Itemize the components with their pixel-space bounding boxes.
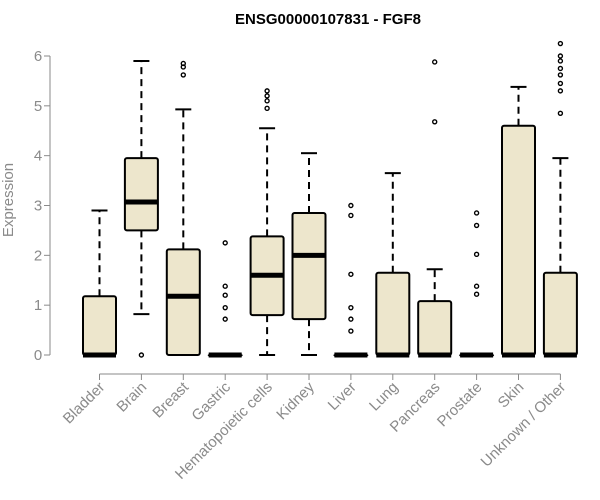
box-iqr xyxy=(123,157,159,232)
box-iqr xyxy=(417,300,453,356)
outlier-point xyxy=(473,222,480,229)
outlier-point xyxy=(180,72,187,78)
x-tick-label: Bladder xyxy=(60,379,109,428)
box-iqr xyxy=(542,271,578,356)
box-group xyxy=(333,202,369,358)
box-group xyxy=(542,40,578,358)
outlier-point xyxy=(473,251,480,258)
y-tick-label: 2 xyxy=(34,247,42,264)
box-iqr xyxy=(82,295,117,356)
outlier-point xyxy=(557,58,564,64)
outlier-point xyxy=(348,271,354,277)
x-tick-label: Breast xyxy=(149,378,192,421)
x-tick-label: Liver xyxy=(325,379,360,414)
outlier-point xyxy=(473,291,480,297)
y-tick-label: 0 xyxy=(34,347,42,364)
box-group xyxy=(459,210,495,358)
x-tick-label: Skin xyxy=(495,379,528,412)
outlier-point xyxy=(557,72,564,78)
x-tick-label: Kidney xyxy=(273,378,318,423)
box-group xyxy=(123,59,159,358)
box-group xyxy=(375,172,411,358)
box-group xyxy=(82,209,117,358)
outlier-point xyxy=(557,88,564,94)
outlier-point xyxy=(557,110,564,117)
outlier-point xyxy=(557,40,564,47)
box-group xyxy=(165,60,201,356)
box-iqr xyxy=(375,271,411,356)
x-tick-label: Lung xyxy=(366,379,402,415)
outlier-point xyxy=(222,292,228,298)
box-group xyxy=(249,88,285,356)
box-iqr xyxy=(291,211,327,321)
box-iqr xyxy=(165,248,201,356)
y-tick-label: 1 xyxy=(34,297,42,314)
outlier-point xyxy=(264,105,270,112)
outlier-point xyxy=(348,304,354,311)
outlier-point xyxy=(264,98,270,104)
outlier-point xyxy=(348,202,354,209)
outlier-point xyxy=(432,119,438,125)
outlier-point xyxy=(222,240,228,246)
outlier-point xyxy=(348,212,354,219)
outlier-point xyxy=(432,59,438,65)
outlier-point xyxy=(264,93,270,99)
outlier-point xyxy=(222,283,228,289)
x-tick-label: Brain xyxy=(113,379,150,416)
chart-title: ENSG00000107831 - FGF8 xyxy=(235,11,421,28)
box-group xyxy=(291,152,327,356)
y-tick-label: 3 xyxy=(34,198,42,215)
outlier-point xyxy=(138,352,145,358)
outlier-point xyxy=(473,283,480,289)
box-iqr xyxy=(501,124,536,357)
outlier-point xyxy=(264,88,270,94)
outlier-point xyxy=(473,210,480,216)
y-tick-label: 5 xyxy=(34,98,42,115)
y-tick-label: 6 xyxy=(34,48,42,65)
outlier-point xyxy=(557,53,564,59)
y-tick-label: 4 xyxy=(34,148,42,165)
outlier-point xyxy=(222,304,228,311)
box-group xyxy=(207,240,243,358)
outlier-point xyxy=(180,60,187,67)
outlier-point xyxy=(557,65,564,72)
boxes xyxy=(82,40,578,358)
outlier-point xyxy=(348,328,354,334)
outlier-point xyxy=(222,316,228,322)
outlier-point xyxy=(348,316,354,322)
box-group xyxy=(417,59,453,358)
box-group xyxy=(501,85,536,358)
x-tick-label: Prostate xyxy=(434,379,486,431)
outlier-point xyxy=(557,80,564,87)
y-axis-label: Expression xyxy=(0,163,17,237)
